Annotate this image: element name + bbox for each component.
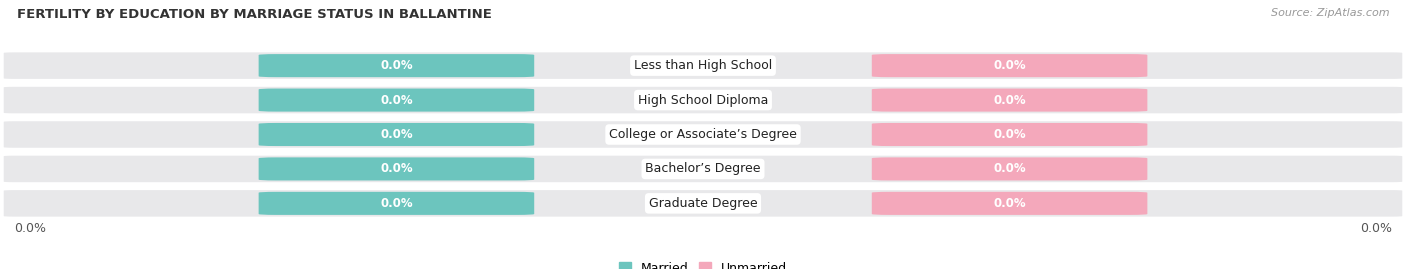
Text: FERTILITY BY EDUCATION BY MARRIAGE STATUS IN BALLANTINE: FERTILITY BY EDUCATION BY MARRIAGE STATU… [17,8,492,21]
FancyBboxPatch shape [872,157,1147,180]
Text: Source: ZipAtlas.com: Source: ZipAtlas.com [1271,8,1389,18]
FancyBboxPatch shape [4,121,1402,148]
FancyBboxPatch shape [259,89,534,112]
Text: 0.0%: 0.0% [380,162,413,175]
FancyBboxPatch shape [872,192,1147,215]
FancyBboxPatch shape [259,123,534,146]
Text: 0.0%: 0.0% [380,94,413,107]
Text: 0.0%: 0.0% [380,59,413,72]
FancyBboxPatch shape [872,89,1147,112]
Text: Less than High School: Less than High School [634,59,772,72]
FancyBboxPatch shape [259,157,534,180]
Text: 0.0%: 0.0% [380,197,413,210]
Text: Bachelor’s Degree: Bachelor’s Degree [645,162,761,175]
FancyBboxPatch shape [4,52,1402,79]
Text: 0.0%: 0.0% [993,197,1026,210]
Text: 0.0%: 0.0% [993,94,1026,107]
Text: 0.0%: 0.0% [993,162,1026,175]
Text: College or Associate’s Degree: College or Associate’s Degree [609,128,797,141]
Text: 0.0%: 0.0% [14,222,46,235]
FancyBboxPatch shape [4,156,1402,182]
Text: 0.0%: 0.0% [993,59,1026,72]
FancyBboxPatch shape [4,190,1402,217]
Text: 0.0%: 0.0% [1360,222,1392,235]
Legend: Married, Unmarried: Married, Unmarried [613,257,793,269]
Text: 0.0%: 0.0% [993,128,1026,141]
FancyBboxPatch shape [872,123,1147,146]
FancyBboxPatch shape [259,192,534,215]
Text: Graduate Degree: Graduate Degree [648,197,758,210]
FancyBboxPatch shape [259,54,534,77]
FancyBboxPatch shape [4,87,1402,113]
FancyBboxPatch shape [872,54,1147,77]
Text: High School Diploma: High School Diploma [638,94,768,107]
Text: 0.0%: 0.0% [380,128,413,141]
